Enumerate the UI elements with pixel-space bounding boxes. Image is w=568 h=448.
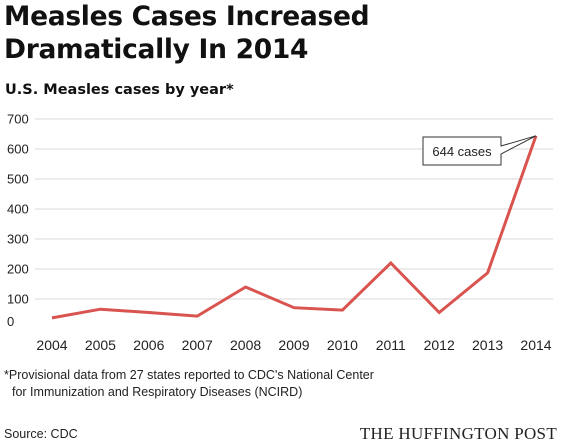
x-tick-label-2011: 2011 [376, 337, 406, 353]
y-tick-label-400: 400 [7, 202, 29, 217]
title-line-2: Dramatically In 2014 [4, 34, 309, 65]
x-tick-label-2014: 2014 [520, 337, 551, 353]
y-tick-label-300: 300 [7, 232, 29, 247]
x-tick-label-2012: 2012 [424, 337, 455, 353]
source-label: Source: CDC [4, 427, 78, 441]
annotation-callout-box [422, 135, 537, 166]
series-line-0 [51, 135, 538, 320]
x-tick-label-2013: 2013 [472, 337, 503, 353]
x-tick-label-2010: 2010 [327, 337, 358, 353]
chart-title: Measles Cases Increased Dramatically In … [4, 0, 564, 66]
footnote-line-2: for Immunization and Respiratory Disease… [12, 385, 303, 399]
x-tick-label-2008: 2008 [230, 337, 261, 353]
y-tick-label-200: 200 [7, 262, 29, 277]
x-tick-label-2005: 2005 [85, 337, 116, 353]
y-tick-label-500: 500 [7, 172, 29, 187]
x-tick-label-2009: 2009 [278, 337, 309, 353]
y-tick-label-100: 100 [7, 292, 29, 307]
annotation-label: 644 cases [432, 144, 492, 159]
title-line-1: Measles Cases Increased [4, 1, 370, 32]
x-tick-label-2007: 2007 [182, 337, 213, 353]
chart-subtitle: U.S. Measles cases by year* [5, 82, 234, 98]
x-tick-label-2004: 2004 [36, 337, 67, 353]
y-tick-label-0: 0 [7, 314, 14, 329]
footnote: *Provisional data from 27 states reporte… [4, 367, 564, 401]
brand-logo: THE HUFFINGTON POST [359, 424, 557, 443]
footnote-line-1: *Provisional data from 27 states reporte… [4, 368, 374, 382]
y-tick-label-700: 700 [7, 112, 29, 127]
x-tick-label-2006: 2006 [133, 337, 164, 353]
y-tick-label-600: 600 [7, 142, 29, 157]
